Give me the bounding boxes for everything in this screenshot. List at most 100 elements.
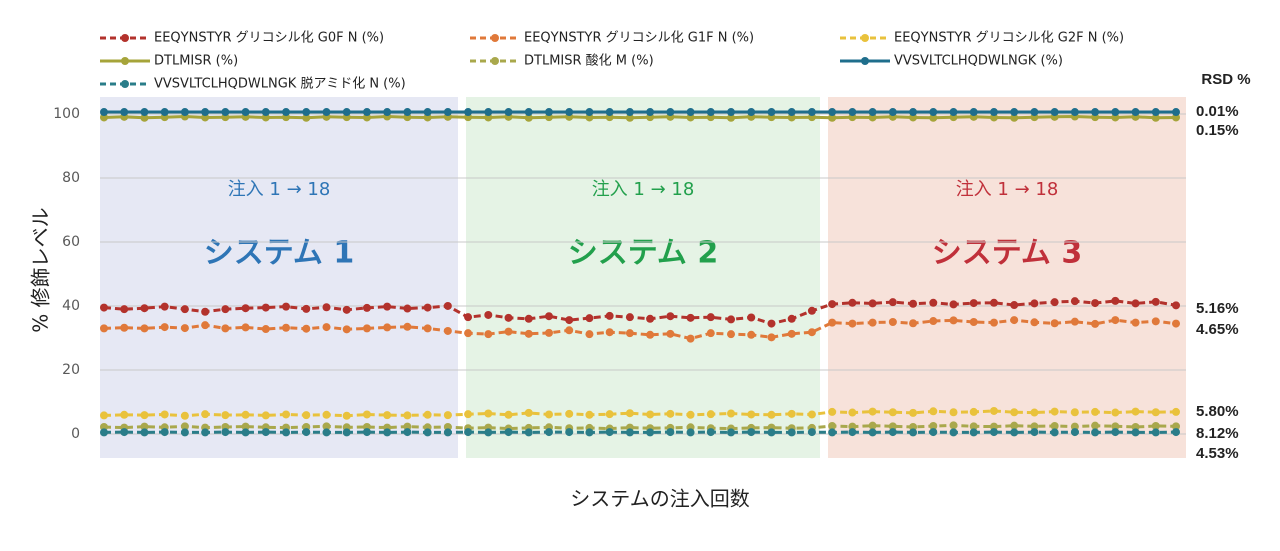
point [565,108,574,117]
point [585,330,594,339]
point [747,330,756,339]
point [807,410,816,419]
series [100,108,1180,117]
series [100,112,1180,122]
point [828,421,837,430]
point [524,108,533,117]
point [1010,108,1019,117]
point [807,108,816,117]
point [646,428,655,437]
point [787,108,796,117]
point [1131,108,1140,117]
point [403,108,412,117]
point [686,410,695,419]
point [706,313,715,322]
point [949,300,958,309]
point [201,428,210,437]
point [1172,428,1180,437]
point [949,316,958,325]
point [524,113,533,122]
point [989,428,998,437]
point [443,411,452,420]
point [342,428,351,437]
legend-marker [861,57,869,65]
point [1111,296,1120,305]
point [403,428,412,437]
point [646,314,655,323]
point [888,317,897,326]
point [989,318,998,327]
point [524,428,533,437]
point [1070,297,1079,306]
point [1151,113,1160,122]
point [1131,407,1140,416]
rsd-label: 8.12% [1196,425,1239,442]
point [686,334,695,343]
point [605,328,614,337]
point [282,428,291,437]
point [686,428,695,437]
point [605,410,614,419]
rsd-label: 0.15% [1196,122,1239,139]
point [1172,108,1180,117]
point [868,108,877,117]
point [201,321,210,330]
point [868,299,877,308]
point [1151,108,1160,117]
point [727,108,736,117]
point [484,428,493,437]
point [666,329,675,338]
point [646,108,655,117]
point [1050,428,1059,437]
point [120,108,129,117]
point [1111,108,1120,117]
point [1070,408,1079,417]
point [929,317,938,326]
point [160,302,169,311]
point [1111,316,1120,325]
point [1151,428,1160,437]
point [544,312,553,321]
point [180,108,189,117]
point [302,428,311,437]
legend-marker [121,57,129,65]
region-sublabel: 注入 1 → 18 [592,179,695,200]
point [201,307,210,316]
point [362,303,371,312]
point [342,305,351,314]
legend-marker [491,57,499,65]
point [140,108,149,117]
point [888,108,897,117]
point [241,422,250,431]
point [868,421,877,430]
point [767,333,776,342]
point [989,108,998,117]
point [201,410,210,419]
point [969,299,978,308]
point [1010,316,1019,325]
point [120,305,129,314]
point [727,330,736,339]
point [282,302,291,311]
point [362,324,371,333]
point [524,329,533,338]
point [383,108,392,117]
point [747,108,756,117]
point [1070,317,1079,326]
point [1050,421,1059,430]
point [1050,298,1059,307]
y-tick-label: 40 [62,298,80,314]
point [322,410,331,419]
legend-marker [121,80,129,88]
point [969,407,978,416]
point [727,315,736,324]
point [1091,421,1100,430]
point [322,108,331,117]
point [888,422,897,431]
rsd-label: 5.80% [1196,403,1239,420]
point [1010,421,1019,430]
point [423,428,432,437]
point [524,314,533,323]
point [1091,299,1100,308]
